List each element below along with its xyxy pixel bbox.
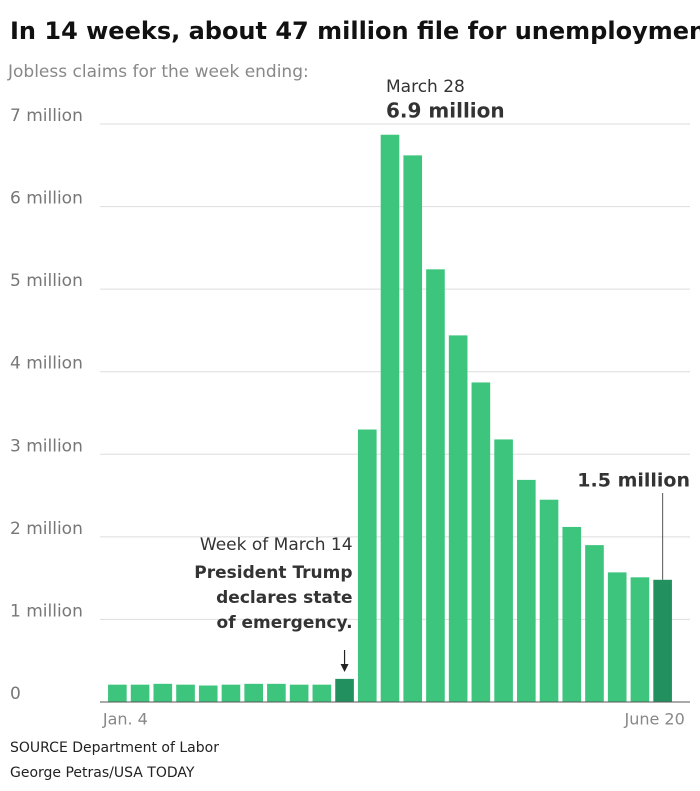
x-tick-label: June 20 bbox=[623, 710, 684, 729]
bar bbox=[335, 678, 354, 702]
bar bbox=[267, 683, 286, 702]
bar bbox=[289, 684, 309, 702]
source: SOURCE Department of Labor bbox=[10, 740, 219, 756]
bar bbox=[221, 684, 241, 702]
y-tick-label: 1 million bbox=[10, 601, 83, 621]
arrow-head bbox=[340, 664, 349, 672]
bar bbox=[244, 683, 263, 702]
bar bbox=[426, 269, 445, 702]
value-label: 1.5 million bbox=[577, 470, 690, 492]
bar bbox=[471, 382, 491, 702]
bar bbox=[448, 335, 468, 702]
chart-subtitle: Jobless claims for the week ending: bbox=[7, 62, 309, 82]
bar bbox=[517, 479, 536, 702]
bar bbox=[312, 684, 332, 702]
peak-date: March 28 bbox=[386, 77, 465, 97]
annotation-text: President Trump bbox=[194, 563, 352, 583]
bar bbox=[108, 684, 127, 702]
bar bbox=[153, 683, 173, 702]
bar bbox=[176, 684, 195, 702]
bar bbox=[494, 439, 513, 702]
bar bbox=[380, 134, 400, 703]
annotation-week: Week of March 14 bbox=[200, 535, 353, 555]
y-tick-label: 3 million bbox=[10, 436, 83, 456]
bar bbox=[562, 526, 582, 702]
bar bbox=[539, 499, 559, 702]
chart-title: In 14 weeks, about 47 million file for u… bbox=[10, 17, 700, 45]
y-tick-label: 2 million bbox=[10, 519, 83, 539]
bar bbox=[585, 545, 604, 702]
bar bbox=[357, 429, 377, 702]
x-tick-label: Jan. 4 bbox=[102, 710, 148, 729]
value-label: 6.9 million bbox=[386, 99, 505, 123]
bar bbox=[198, 685, 218, 702]
y-tick-label: 5 million bbox=[10, 271, 83, 291]
y-tick-label: 0 bbox=[10, 684, 21, 704]
bar bbox=[607, 572, 627, 702]
annotation-text: declares state bbox=[216, 588, 352, 608]
y-tick-label: 7 million bbox=[10, 106, 83, 126]
bar bbox=[630, 577, 650, 702]
credit: George Petras/USA TODAY bbox=[10, 765, 195, 781]
bar bbox=[653, 579, 672, 702]
annotation-text: of emergency. bbox=[217, 613, 353, 633]
bar bbox=[130, 684, 150, 702]
bar bbox=[403, 155, 423, 702]
y-tick-label: 4 million bbox=[10, 354, 83, 374]
y-tick-label: 6 million bbox=[10, 189, 83, 209]
